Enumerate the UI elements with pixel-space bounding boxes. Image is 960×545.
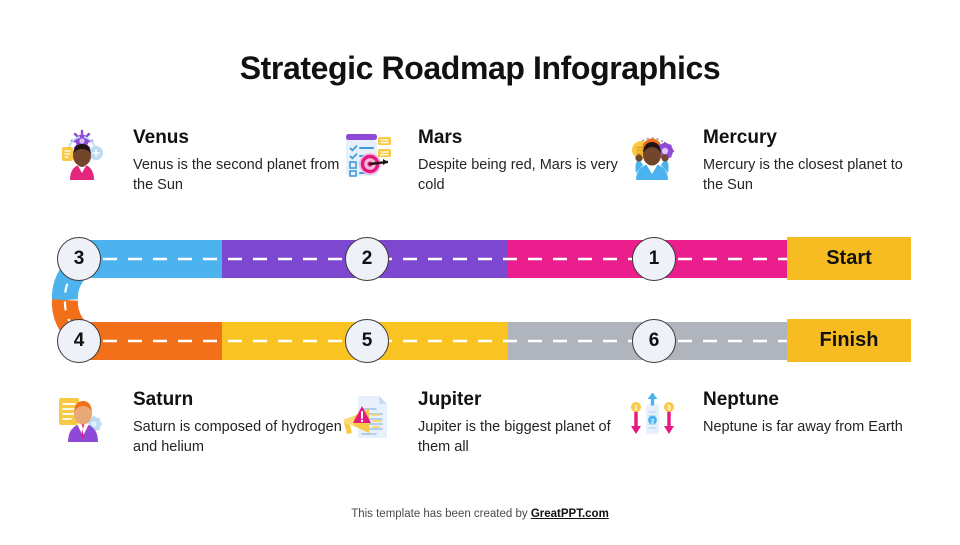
item-mars[interactable]: Mars Despite being red, Mars is very col… (340, 126, 640, 218)
item-description: Jupiter is the biggest planet of them al… (418, 419, 611, 455)
item-description: Venus is the second planet from the Sun (133, 157, 340, 193)
footer-text: This template has been created by (351, 508, 531, 520)
document-megaphone-icon (340, 390, 394, 444)
top-lane (78, 240, 798, 278)
item-mercury[interactable]: Mercury Mercury is the closest planet to… (625, 126, 925, 218)
item-title: Neptune (703, 389, 779, 410)
item-title: Mercury (703, 127, 777, 148)
roadmap-node-1[interactable]: 1 (632, 237, 676, 281)
roadmap-node-3[interactable]: 3 (57, 237, 101, 281)
bottom-lane (78, 322, 798, 360)
finish-button[interactable]: Finish (787, 319, 911, 362)
item-description: Mercury is the closest planet to the Sun (703, 157, 903, 193)
person-network-icon (55, 128, 109, 182)
item-text-block: Venus Venus is the second planet from th… (133, 126, 355, 195)
item-text-block: Mercury Mercury is the closest planet to… (703, 126, 925, 195)
item-title: Saturn (133, 389, 194, 410)
item-description: Despite being red, Mars is very cold (418, 157, 618, 193)
item-text-block: Saturn Saturn is composed of hydrogen an… (133, 388, 355, 457)
svg-text:3: 3 (667, 405, 671, 412)
person-checklist-icon (55, 390, 109, 444)
item-title: Venus (133, 127, 189, 148)
item-venus[interactable]: Venus Venus is the second planet from th… (55, 126, 355, 218)
item-description: Saturn is composed of hydrogen and heliu… (133, 419, 342, 455)
item-text-block: Jupiter Jupiter is the biggest planet of… (418, 388, 640, 457)
item-text-block: Mars Despite being red, Mars is very col… (418, 126, 640, 195)
item-jupiter[interactable]: Jupiter Jupiter is the biggest planet of… (340, 388, 640, 480)
item-text-block: Neptune Neptune is far away from Earth (703, 388, 925, 437)
bottom-segment-orange (78, 322, 222, 360)
checklist-target-icon (340, 128, 394, 182)
roadmap-node-5[interactable]: 5 (345, 319, 389, 363)
item-title: Jupiter (418, 389, 482, 410)
svg-text:2: 2 (651, 418, 655, 425)
item-title: Mars (418, 127, 463, 148)
roadmap-node-2[interactable]: 2 (345, 237, 389, 281)
roadmap-node-6[interactable]: 6 (632, 319, 676, 363)
start-button[interactable]: Start (787, 237, 911, 280)
person-ideas-icon (625, 128, 679, 182)
priority-arrows-icon: 2 1 3 (625, 390, 679, 444)
item-description: Neptune is far away from Earth (703, 419, 903, 435)
roadmap-node-4[interactable]: 4 (57, 319, 101, 363)
footer-brand-link[interactable]: GreatPPT.com (530, 508, 609, 520)
item-neptune[interactable]: 2 1 3 Neptune Neptune is far away from E… (625, 388, 925, 480)
svg-text:1: 1 (634, 405, 638, 412)
footer: This template has been created by GreatP… (0, 508, 960, 520)
top-segment-blue (78, 240, 222, 278)
item-saturn[interactable]: Saturn Saturn is composed of hydrogen an… (55, 388, 355, 480)
page-title: Strategic Roadmap Infographics (239, 50, 721, 86)
